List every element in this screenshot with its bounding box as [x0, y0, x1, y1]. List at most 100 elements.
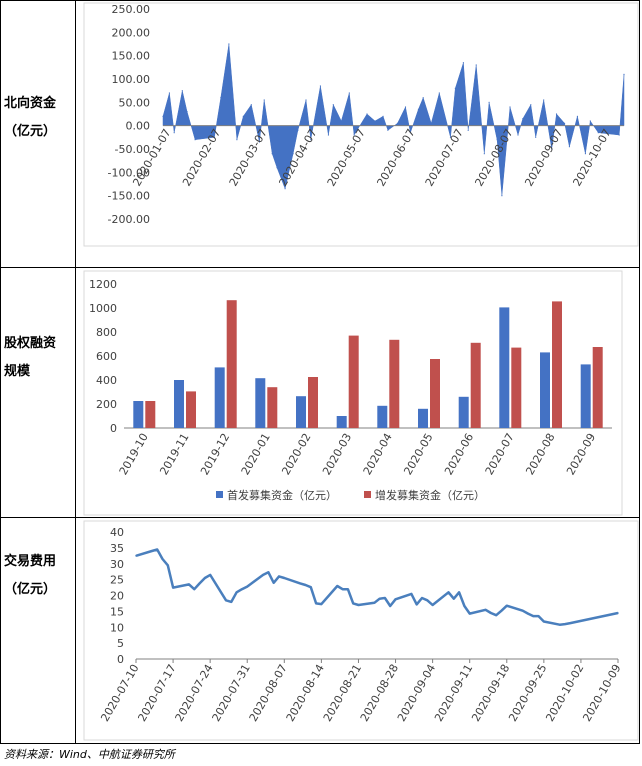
data-point — [389, 605, 392, 607]
x-tick-label: 2019-12 — [198, 431, 232, 477]
data-point — [327, 134, 329, 136]
data-point — [283, 577, 286, 579]
legend-label: 首发募集资金（亿元） — [227, 488, 337, 502]
ipo-bar — [499, 307, 510, 428]
plot-border — [83, 2, 639, 247]
data-point — [500, 609, 503, 612]
data-point — [292, 153, 294, 155]
data-point — [384, 597, 386, 599]
data-point — [447, 591, 450, 594]
y-tick-label: -200.00 — [108, 213, 150, 226]
data-point — [521, 609, 524, 612]
ipo-bar — [214, 367, 225, 428]
data-point — [135, 555, 137, 557]
data-point — [382, 115, 384, 117]
row-label-trading-fee: 交易费用 （亿元） — [4, 548, 72, 604]
data-point — [597, 132, 599, 134]
x-tick-label: 2020-09-18 — [469, 662, 512, 724]
data-point — [394, 598, 397, 601]
placement-bar — [470, 342, 481, 428]
data-point — [193, 588, 196, 590]
y-tick-label: 0.00 — [126, 120, 151, 133]
legend-swatch — [364, 491, 371, 498]
y-tick-label: 20 — [110, 590, 124, 603]
placement-bar — [552, 301, 562, 428]
source-note: 资料来源：Wind、中航证券研究所 — [4, 748, 175, 761]
y-tick-label: -50.00 — [115, 143, 150, 156]
data-point — [484, 609, 487, 611]
placement-bar — [226, 300, 237, 428]
data-point — [421, 597, 423, 599]
placement-bar — [186, 391, 196, 428]
data-point — [204, 577, 206, 579]
row-divider — [0, 267, 640, 268]
legend-label: 增发募集资金（亿元） — [375, 488, 485, 502]
data-point — [426, 599, 429, 602]
x-tick-label: 2020-01-07 — [130, 127, 173, 189]
x-tick-label: 2020-08-14 — [284, 662, 327, 724]
placement-bar — [348, 335, 359, 428]
data-point — [228, 43, 230, 45]
x-tick-label: 2020-04 — [361, 431, 395, 477]
data-point — [352, 602, 355, 605]
row-label-line: 北向资金 — [4, 96, 57, 111]
column-divider — [75, 0, 76, 744]
data-point — [551, 148, 553, 150]
data-point — [250, 104, 252, 106]
ipo-bar — [133, 401, 144, 428]
x-tick-label: 2020-08-21 — [321, 662, 364, 724]
data-point — [332, 104, 334, 106]
data-point — [353, 134, 355, 136]
data-point — [396, 122, 399, 124]
data-point — [209, 574, 211, 576]
data-point — [373, 602, 376, 604]
x-tick-label: 2020-06 — [442, 431, 476, 477]
data-point — [483, 153, 485, 155]
ipo-bar — [418, 408, 428, 428]
data-point — [320, 603, 323, 605]
x-tick-label: 2020-05-07 — [325, 127, 368, 189]
row-label-line: （亿元） — [4, 582, 57, 597]
y-tick-label: 200 — [96, 398, 117, 411]
y-tick-label: 600 — [96, 350, 117, 363]
data-point — [422, 97, 424, 99]
data-point — [241, 588, 243, 590]
data-point — [517, 134, 519, 136]
data-point — [168, 92, 170, 94]
data-point — [462, 62, 464, 64]
data-point — [467, 129, 469, 131]
data-point — [558, 623, 561, 626]
data-point — [315, 602, 317, 605]
data-point — [258, 141, 260, 143]
data-point — [555, 113, 558, 115]
data-point — [387, 129, 389, 131]
x-tick-label: 2020-10-02 — [543, 662, 586, 724]
placement-bar — [592, 347, 603, 428]
placement-bar — [389, 339, 400, 428]
row-label-line: （亿元） — [4, 124, 57, 139]
y-tick-label: -150.00 — [108, 190, 150, 203]
data-point — [417, 108, 419, 110]
y-tick-label: 0 — [117, 653, 124, 666]
data-point — [458, 591, 460, 594]
row-label-line: 规模 — [4, 364, 31, 379]
ipo-bar — [377, 405, 388, 428]
data-point — [366, 113, 368, 115]
data-point — [156, 548, 158, 551]
x-tick-label: 2020-05 — [401, 431, 435, 477]
data-point — [438, 92, 440, 94]
y-tick-label: 150.00 — [112, 50, 151, 63]
data-point — [220, 97, 222, 99]
trading-fee-line — [135, 548, 619, 626]
data-point — [173, 132, 175, 134]
placement-bar — [267, 387, 278, 428]
row-label-line: 股权融资 — [4, 336, 57, 351]
data-point — [305, 99, 307, 101]
x-tick-label: 2019-10 — [117, 431, 151, 477]
x-tick-label: 2020-03-07 — [227, 127, 270, 189]
y-tick-label: 5 — [117, 637, 124, 650]
data-point — [431, 604, 434, 606]
data-point — [576, 115, 579, 117]
data-point — [410, 593, 413, 595]
